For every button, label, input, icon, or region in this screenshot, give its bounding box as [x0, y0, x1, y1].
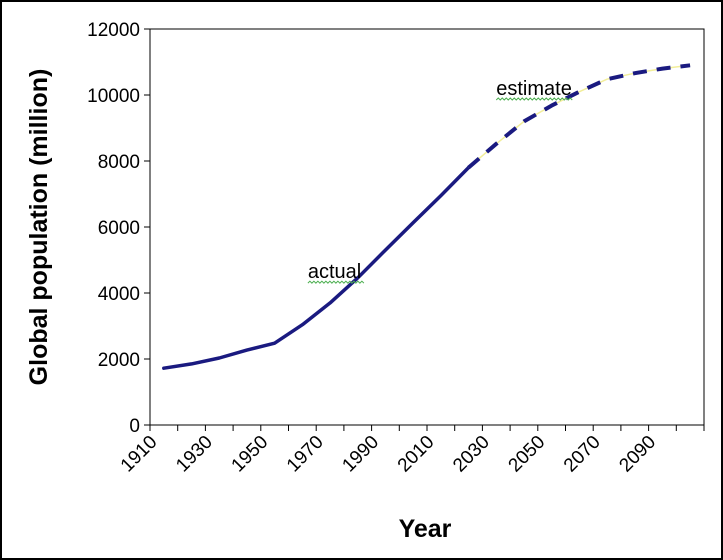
- x-tick-label: 1930: [172, 432, 217, 477]
- y-tick-label: 8000: [98, 152, 140, 173]
- x-tick-label: 2050: [505, 432, 550, 477]
- y-tick-label: 2000: [98, 350, 140, 371]
- x-tick-label: 2010: [394, 432, 439, 477]
- y-tick-label: 0: [129, 416, 140, 437]
- annotation-underline: [495, 97, 573, 101]
- y-axis-title: Global population (million): [25, 69, 53, 386]
- x-axis-title: Year: [399, 515, 452, 543]
- x-tick-label: 1950: [228, 432, 273, 477]
- x-tick-label: 1970: [283, 432, 328, 477]
- annotations: actual estimate: [307, 78, 573, 284]
- x-tick-label: 2070: [560, 432, 605, 477]
- series-estimate-line: [467, 63, 691, 170]
- plot-area: [149, 28, 705, 426]
- series-actual-line: [162, 165, 471, 370]
- y-tick-label: 12000: [87, 20, 140, 41]
- x-tick-label: 1910: [117, 432, 162, 477]
- annotation-label: actual: [308, 261, 361, 283]
- x-tick-label: 2090: [615, 432, 660, 477]
- annotation-label: estimate: [496, 78, 572, 100]
- annotation-underline: [307, 280, 365, 284]
- series-group: [162, 63, 691, 370]
- y-tick-label: 4000: [98, 284, 140, 305]
- y-tick-label: 10000: [87, 86, 140, 107]
- x-tick-label: 1990: [338, 432, 383, 477]
- y-tick-label: 6000: [98, 218, 140, 239]
- x-tick-label: 2030: [449, 432, 494, 477]
